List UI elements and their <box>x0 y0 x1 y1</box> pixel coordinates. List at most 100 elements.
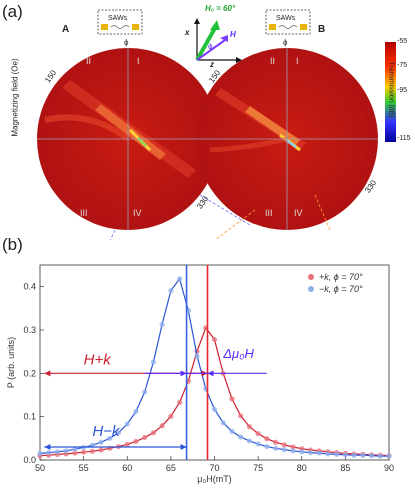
data-point-minus-k <box>220 420 226 426</box>
data-point-minus-k <box>107 435 113 441</box>
resonance-chart: 50 55 60 65 70 75 80 85 90 0.0 0.1 0.2 0.3 0.4 μ₀H(mT)… <box>6 264 394 484</box>
data-point-minus-k <box>360 452 366 458</box>
saws-inset-left <box>97 9 143 35</box>
data-point-minus-k <box>177 276 183 282</box>
data-point-plus-k <box>150 430 157 436</box>
delta-h-arrowhead-left <box>180 370 187 377</box>
data-point-minus-k <box>159 321 165 327</box>
quadrant-i-left: I <box>137 56 140 66</box>
data-point-plus-k <box>177 399 183 405</box>
inset-phi-label: ϕ <box>208 42 213 51</box>
data-point-plus-k <box>264 436 270 442</box>
data-point-minus-k <box>54 449 61 455</box>
data-point-minus-k <box>142 389 148 395</box>
data-point-minus-k <box>299 449 305 455</box>
data-point-minus-k <box>168 287 174 294</box>
data-point-plus-k <box>290 444 296 450</box>
data-point-plus-k <box>89 448 95 454</box>
phi-label-left: ϕ <box>124 38 129 47</box>
data-point-plus-k <box>133 438 139 444</box>
y-tick-label: 0.1 <box>23 412 36 422</box>
colorbar-label: Transmission (dB) <box>387 61 395 118</box>
h-label: H <box>230 30 236 39</box>
data-point-minus-k <box>194 353 200 359</box>
sub-label-b: B <box>318 24 326 35</box>
polar-map-a <box>37 48 251 240</box>
x-tick-label: 75 <box>253 463 263 473</box>
data-point-minus-k <box>272 445 279 451</box>
delta-h-label: Δμ₀H <box>222 346 254 361</box>
data-point-plus-k <box>159 423 165 429</box>
saws-label-left: SAWs <box>108 15 128 22</box>
data-point-minus-k <box>37 450 43 457</box>
saws-label-right: SAWs <box>276 15 296 22</box>
data-point-plus-k <box>124 441 130 447</box>
sub-label-a: A <box>62 24 70 35</box>
x-tick-label: 60 <box>122 463 132 473</box>
x-axis-label: x <box>185 28 190 37</box>
data-point-plus-k <box>281 442 287 448</box>
data-point-minus-k <box>133 408 139 415</box>
y-tick-label: 0.3 <box>23 325 36 335</box>
colorbar-tick-1: -75 <box>397 62 408 69</box>
y-axis-label: P (arb. units) <box>6 337 16 388</box>
data-point-minus-k <box>386 453 392 459</box>
x-tick-label: 80 <box>297 463 307 473</box>
data-point-minus-k <box>238 434 244 440</box>
x-tick-label: 50 <box>35 463 45 473</box>
data-point-minus-k <box>264 443 270 450</box>
colorbar-tick-2: -95 <box>397 87 408 94</box>
data-point-minus-k <box>115 430 122 436</box>
data-point-plus-k <box>238 413 244 419</box>
data-point-minus-k <box>150 359 157 365</box>
x-tick-label: 90 <box>384 463 394 473</box>
legend-marker-minus-k <box>308 286 314 292</box>
colorbar-tick-0: -55 <box>397 38 408 45</box>
h-minus-k-label: H−k <box>92 423 121 440</box>
data-point-plus-k <box>168 413 174 419</box>
data-point-plus-k <box>246 424 252 430</box>
data-point-plus-k <box>229 396 235 402</box>
h-minus-k-arrowhead-left <box>44 444 51 450</box>
data-point-minus-k <box>63 448 69 454</box>
panel-a-label: (a) <box>2 2 23 21</box>
quadrant-i-right: I <box>296 56 299 66</box>
panel-b-label: (b) <box>2 235 23 254</box>
h0-label: H₀ = 60° <box>205 4 236 13</box>
data-point-minus-k <box>307 450 314 456</box>
data-point-minus-k <box>351 452 357 458</box>
data-point-minus-k <box>46 450 52 456</box>
data-point-minus-k <box>334 451 340 457</box>
data-point-minus-k <box>325 451 331 457</box>
data-point-minus-k <box>342 452 348 458</box>
y-tick-label: 0.4 <box>23 282 36 292</box>
quadrant-ii-left: II <box>86 56 92 66</box>
magnetizing-field-label: Magnetizing field (Oe) <box>10 58 20 137</box>
data-point-minus-k <box>229 428 235 434</box>
legend-marker-plus-k <box>308 274 314 280</box>
panel-a-polar-maps <box>37 9 396 240</box>
data-point-plus-k <box>98 447 104 453</box>
quadrant-ii-right: II <box>270 56 276 66</box>
data-point-plus-k <box>81 449 87 455</box>
quadrant-iv-right: IV <box>294 208 303 218</box>
quadrant-iii-left: III <box>80 208 88 218</box>
h-plus-k-arrowhead-left <box>44 370 51 377</box>
data-point-minus-k <box>316 450 322 456</box>
data-point-minus-k <box>246 438 252 444</box>
delta-h-arrowhead-right <box>207 370 214 377</box>
data-point-plus-k <box>211 336 218 343</box>
x-tick-label: 65 <box>166 463 176 473</box>
z-axis-label: z <box>210 60 214 69</box>
data-point-minus-k <box>211 406 218 412</box>
quadrant-iii-right: III <box>265 208 273 218</box>
field-direction-inset <box>194 18 242 63</box>
x-axis-label: μ₀H(mT) <box>197 474 231 484</box>
x-tick-label: 70 <box>209 463 219 473</box>
data-point-minus-k <box>255 441 261 447</box>
legend-label-plus-k: +k, ϕ = 70° <box>319 272 363 282</box>
data-point-plus-k <box>272 439 279 445</box>
quadrant-iv-left: IV <box>133 208 142 218</box>
h-plus-k-label: H+k <box>84 352 113 369</box>
x-tick-label: 55 <box>79 463 89 473</box>
